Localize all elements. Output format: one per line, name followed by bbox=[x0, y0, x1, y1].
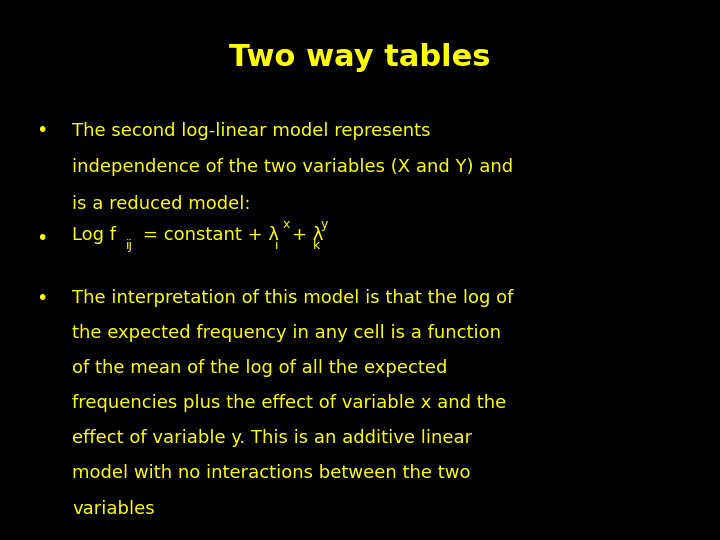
Text: variables: variables bbox=[72, 500, 155, 517]
Text: the expected frequency in any cell is a function: the expected frequency in any cell is a … bbox=[72, 324, 501, 342]
Text: i: i bbox=[275, 239, 279, 252]
Text: •: • bbox=[36, 289, 48, 308]
Text: x: x bbox=[283, 218, 290, 231]
Text: frequencies plus the effect of variable x and the: frequencies plus the effect of variable … bbox=[72, 394, 506, 412]
Text: ij: ij bbox=[126, 239, 133, 252]
Text: is a reduced model:: is a reduced model: bbox=[72, 195, 251, 213]
Text: + λ: + λ bbox=[292, 226, 323, 244]
Text: effect of variable y. This is an additive linear: effect of variable y. This is an additiv… bbox=[72, 429, 472, 447]
Text: •: • bbox=[36, 230, 48, 248]
Text: The interpretation of this model is that the log of: The interpretation of this model is that… bbox=[72, 289, 513, 307]
Text: The second log-linear model represents: The second log-linear model represents bbox=[72, 122, 431, 139]
Text: of the mean of the log of all the expected: of the mean of the log of all the expect… bbox=[72, 359, 447, 377]
Text: y: y bbox=[321, 218, 328, 231]
Text: •: • bbox=[36, 122, 48, 140]
Text: independence of the two variables (X and Y) and: independence of the two variables (X and… bbox=[72, 158, 513, 176]
Text: model with no interactions between the two: model with no interactions between the t… bbox=[72, 464, 470, 482]
Text: Log f: Log f bbox=[72, 226, 116, 244]
Text: Two way tables: Two way tables bbox=[229, 43, 491, 72]
Text: k: k bbox=[313, 239, 320, 252]
Text: = constant + λ: = constant + λ bbox=[143, 226, 279, 244]
